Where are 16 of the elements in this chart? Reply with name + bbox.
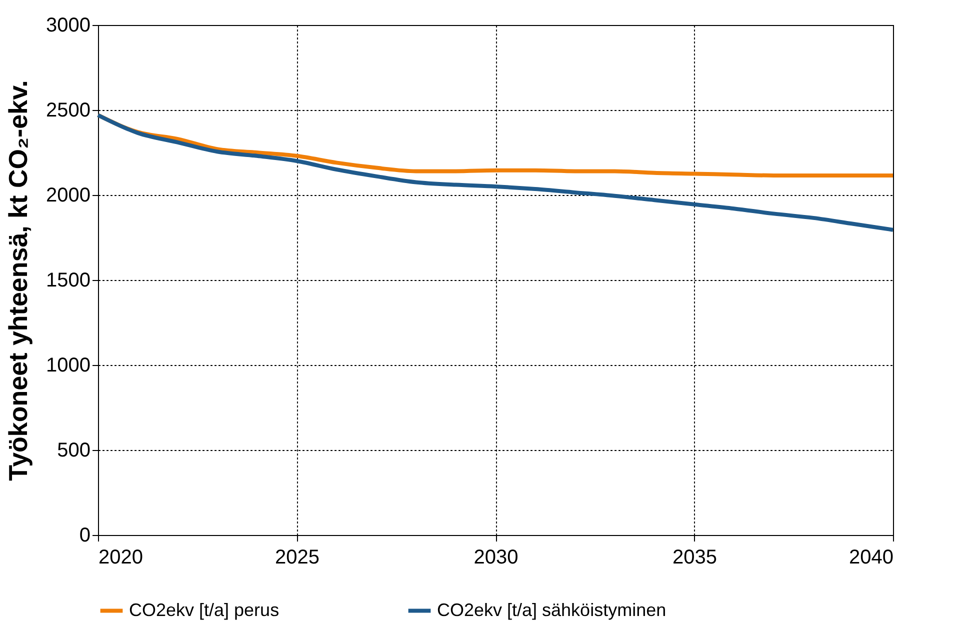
y-tick-label: 3000 <box>46 14 90 36</box>
x-tick-label: 2020 <box>98 546 143 568</box>
legend-label: CO2ekv [t/a] perus <box>129 600 280 620</box>
x-tick-label: 2035 <box>672 546 717 568</box>
y-tick-label: 0 <box>79 524 90 546</box>
x-tick-label: 2030 <box>474 546 518 568</box>
y-tick-label: 1000 <box>46 354 90 376</box>
y-axis-title: Työkoneet yhteensä, kt CO₂-ekv. <box>3 80 34 481</box>
y-tick-label: 2500 <box>46 100 90 122</box>
y-tick-label: 500 <box>57 440 90 462</box>
x-tick-label: 2040 <box>849 546 894 568</box>
y-tick-label: 1500 <box>46 270 90 292</box>
line-series <box>96 113 895 232</box>
y-tick-label: 2000 <box>46 184 90 206</box>
x-tick-label: 2025 <box>275 546 320 568</box>
legend-label: CO2ekv [t/a] sähköistyminen <box>437 600 666 620</box>
